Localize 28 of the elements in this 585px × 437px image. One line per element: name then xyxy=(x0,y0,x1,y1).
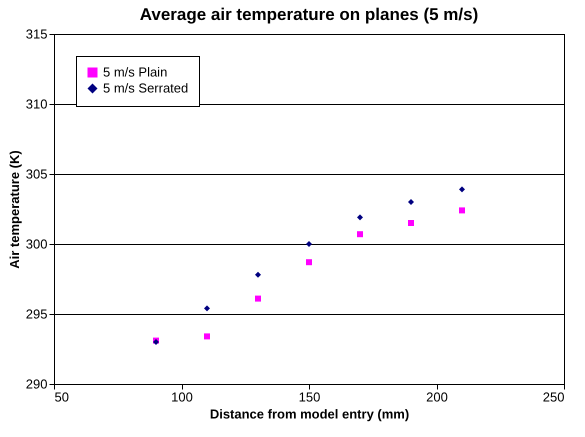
point xyxy=(357,214,363,220)
y-tick-label: 305 xyxy=(26,166,48,182)
x-tick-label: 50 xyxy=(54,390,69,404)
y-tick-label: 290 xyxy=(26,376,48,392)
point xyxy=(255,296,261,302)
point xyxy=(255,272,261,278)
point xyxy=(204,333,210,340)
point xyxy=(306,259,312,266)
legend-label: 5 m/s Serrated xyxy=(103,80,188,96)
chart-title: Average air temperature on planes (5 m/s) xyxy=(140,5,478,24)
x-tick-label: 150 xyxy=(298,390,320,404)
x-tick-label: 100 xyxy=(171,390,193,404)
point xyxy=(408,220,414,226)
point xyxy=(459,207,465,214)
point xyxy=(306,241,312,247)
point xyxy=(357,231,363,238)
point xyxy=(459,186,465,192)
x-axis-title: Distance from model entry (mm) xyxy=(210,406,410,422)
y-axis-title: Air temperature (K) xyxy=(6,150,22,269)
x-tick-label: 200 xyxy=(426,390,448,404)
point xyxy=(408,199,414,205)
legend-label: 5 m/s Plain xyxy=(103,64,168,80)
y-tick-label: 315 xyxy=(26,26,48,42)
y-tick-label: 300 xyxy=(26,236,48,252)
y-tick-label: 295 xyxy=(26,306,48,322)
y-tick-label: 310 xyxy=(26,96,48,112)
point xyxy=(204,305,210,312)
x-tick-label: 250 xyxy=(542,390,564,404)
